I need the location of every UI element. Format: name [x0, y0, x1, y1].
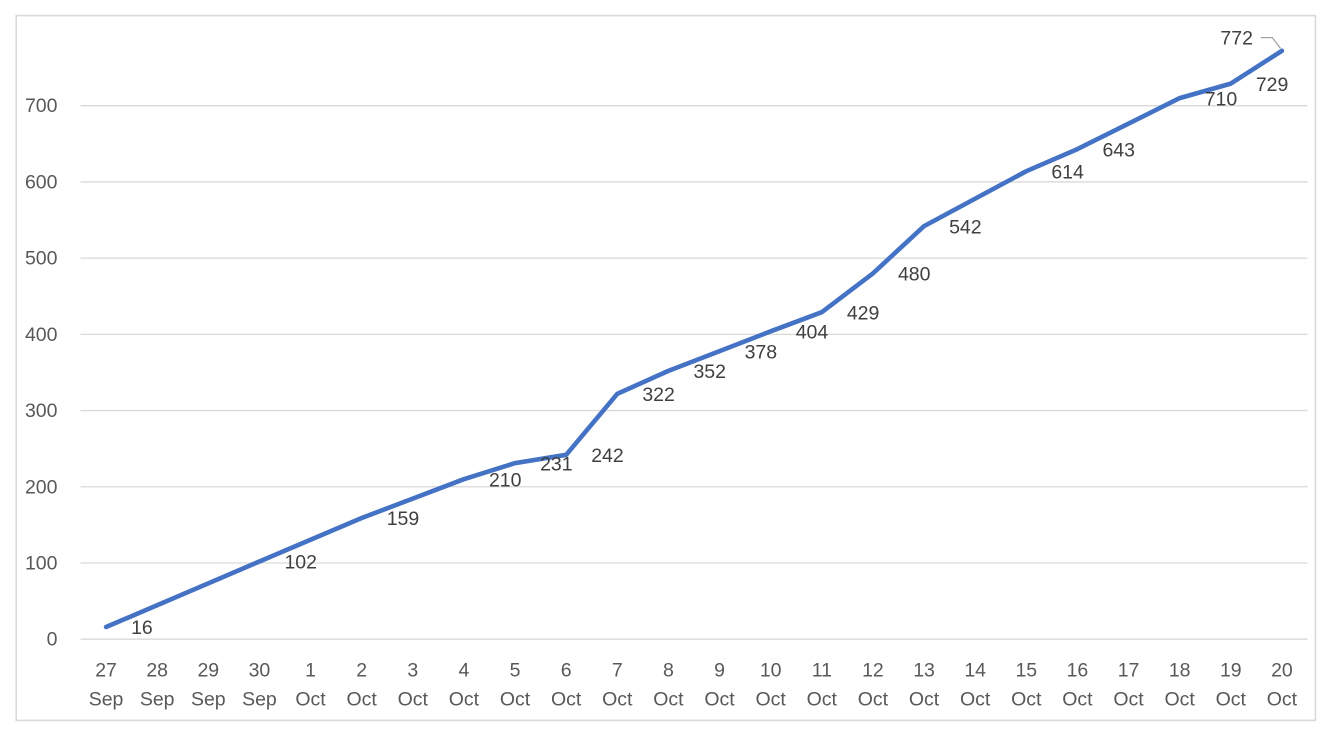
data-label: 102	[284, 552, 317, 574]
data-label: 729	[1256, 74, 1289, 96]
x-axis-tick-month: Oct	[960, 689, 991, 711]
data-label: 643	[1102, 139, 1135, 161]
x-axis-tick-day: 1	[305, 660, 316, 682]
x-axis-tick-month: Sep	[242, 689, 277, 711]
x-axis-tick-month: Oct	[704, 689, 735, 711]
x-axis-tick-month: Oct	[1062, 689, 1093, 711]
x-axis-tick-day: 3	[407, 660, 418, 682]
x-axis-tick-month: Oct	[1011, 689, 1042, 711]
data-label: 480	[898, 264, 931, 286]
y-axis-tick-label: 600	[25, 171, 58, 193]
x-axis-tick-day: 5	[510, 660, 521, 682]
x-axis-tick-day: 29	[197, 660, 219, 682]
x-axis-tick-month: Oct	[653, 689, 684, 711]
y-axis-tick-label: 0	[47, 629, 58, 651]
data-label: 710	[1205, 88, 1238, 110]
data-label: 542	[949, 216, 982, 238]
x-axis-tick-month: Sep	[140, 689, 175, 711]
x-axis-tick-day: 8	[663, 660, 674, 682]
x-axis-tick-month: Oct	[347, 689, 378, 711]
x-axis-tick-month: Oct	[602, 689, 633, 711]
x-axis-tick-day: 30	[249, 660, 271, 682]
x-axis-tick-day: 13	[913, 660, 935, 682]
data-label-leader-line	[1260, 36, 1282, 49]
x-axis-tick-day: 28	[146, 660, 168, 682]
y-axis-tick-label: 700	[25, 95, 58, 117]
x-axis-tick-day: 7	[612, 660, 623, 682]
x-axis-tick-month: Sep	[191, 689, 226, 711]
data-label: 429	[847, 302, 880, 324]
x-axis-tick-day: 19	[1220, 660, 1242, 682]
x-axis-tick-month: Oct	[858, 689, 889, 711]
series-line	[103, 48, 1285, 630]
y-axis-tick-label: 200	[25, 476, 58, 498]
x-axis-tick-month: Oct	[500, 689, 531, 711]
data-label: 352	[693, 361, 726, 383]
x-axis-tick-month: Oct	[909, 689, 940, 711]
x-axis-tick-day: 9	[714, 660, 725, 682]
x-axis-tick-month: Oct	[1267, 689, 1298, 711]
x-axis-tick-day: 14	[964, 660, 986, 682]
x-axis-tick-day: 10	[760, 660, 782, 682]
x-axis-tick-day: 27	[95, 660, 117, 682]
x-axis-tick-day: 4	[459, 660, 470, 682]
x-axis-tick-day: 17	[1118, 660, 1140, 682]
x-axis-tick-month: Oct	[398, 689, 429, 711]
y-axis-tick-label: 400	[25, 324, 58, 346]
data-label: 159	[387, 508, 420, 530]
x-axis-tick-day: 16	[1067, 660, 1089, 682]
chart-area-border	[15, 14, 1317, 722]
x-axis-tick-day: 12	[862, 660, 884, 682]
data-label: 772	[1220, 27, 1253, 49]
data-label: 378	[745, 341, 778, 363]
x-axis-tick-day: 15	[1015, 660, 1037, 682]
data-label: 16	[131, 617, 153, 639]
data-label: 210	[489, 469, 522, 491]
x-axis-tick-month: Oct	[1165, 689, 1196, 711]
y-axis-tick-label: 300	[25, 400, 58, 422]
x-axis-tick-month: Oct	[1113, 689, 1144, 711]
y-axis-tick-label: 500	[25, 248, 58, 270]
x-axis-tick-day: 18	[1169, 660, 1191, 682]
x-axis-tick-day: 11	[812, 660, 832, 682]
data-label: 242	[591, 445, 624, 467]
x-axis-tick-month: Sep	[89, 689, 124, 711]
x-axis-tick-day: 20	[1271, 660, 1293, 682]
data-label: 231	[540, 453, 573, 475]
x-axis-tick-month: Oct	[756, 689, 787, 711]
data-label: 322	[642, 384, 675, 406]
x-axis-tick-month: Oct	[295, 689, 326, 711]
x-axis-tick-day: 2	[356, 660, 367, 682]
x-axis-tick-month: Oct	[449, 689, 480, 711]
x-axis-tick-day: 6	[561, 660, 572, 682]
y-axis-tick-label: 100	[25, 552, 58, 574]
data-label: 404	[796, 321, 829, 343]
x-axis-tick-month: Oct	[1216, 689, 1247, 711]
x-axis-tick-month: Oct	[807, 689, 838, 711]
x-axis-tick-month: Oct	[551, 689, 582, 711]
data-label: 614	[1051, 161, 1084, 183]
